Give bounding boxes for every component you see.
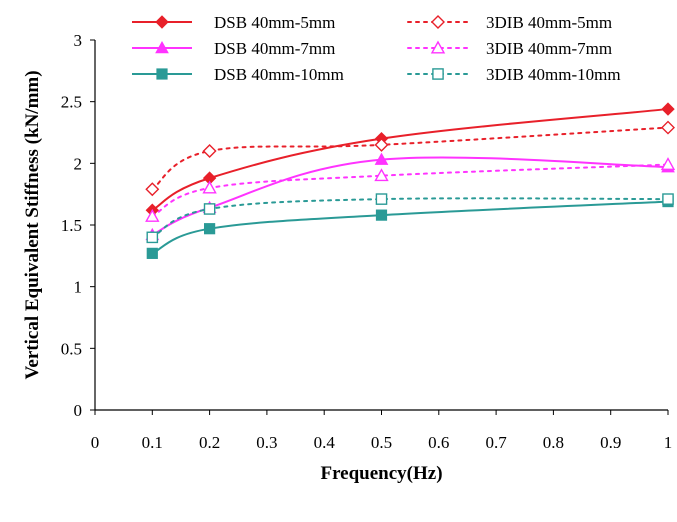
legend-label: DSB 40mm-7mm bbox=[214, 39, 335, 58]
data-point-square bbox=[432, 68, 444, 80]
data-point-square bbox=[146, 231, 159, 244]
x-tick-label: 0.7 bbox=[485, 433, 507, 452]
data-point-triangle bbox=[155, 40, 169, 54]
data-point-diamond bbox=[661, 120, 675, 135]
x-tick-label: 0.9 bbox=[600, 433, 621, 452]
data-point-square bbox=[375, 193, 388, 205]
legend-label: DSB 40mm-5mm bbox=[214, 13, 335, 32]
x-tick-label: 0.8 bbox=[543, 433, 564, 452]
y-tick-label: 1.5 bbox=[61, 216, 82, 235]
series-layer bbox=[145, 102, 676, 259]
legend-label: 3DIB 40mm-5mm bbox=[486, 13, 612, 32]
axes: 0 0.5 1 1.5 2 2.5 3 0 0.1 0.2 0.3 0.4 0.5 0.6 0.7 0.8 0.… bbox=[61, 31, 673, 452]
data-point-diamond bbox=[202, 144, 217, 158]
data-point-diamond bbox=[145, 182, 160, 197]
y-tick-label: 1 bbox=[74, 278, 83, 297]
series-1 bbox=[145, 120, 675, 197]
x-tick-label: 0.5 bbox=[371, 433, 392, 452]
x-tick-label: 0 bbox=[91, 433, 100, 452]
series-line bbox=[151, 163, 669, 218]
y-tick-label: 2.5 bbox=[61, 93, 82, 112]
legend-item: 3DIB 40mm-5mm bbox=[407, 13, 612, 32]
x-tick-label: 0.4 bbox=[314, 433, 336, 452]
y-tick-label: 0 bbox=[74, 401, 83, 420]
series-5 bbox=[146, 193, 674, 244]
series-line bbox=[151, 200, 669, 255]
x-tick-label: 0.3 bbox=[256, 433, 277, 452]
data-point-square bbox=[156, 68, 168, 80]
data-point-triangle bbox=[374, 168, 389, 182]
data-point-square bbox=[146, 247, 158, 259]
legend-item: 3DIB 40mm-7mm bbox=[407, 39, 612, 58]
data-point-square bbox=[203, 203, 216, 215]
x-tick-label: 0.6 bbox=[428, 433, 449, 452]
series-line bbox=[151, 197, 669, 239]
x-tick-label: 1 bbox=[664, 433, 673, 452]
data-point-square bbox=[204, 223, 216, 235]
y-tick-label: 2 bbox=[74, 154, 83, 173]
data-point-diamond bbox=[661, 102, 675, 116]
y-tick-label: 0.5 bbox=[61, 339, 82, 358]
data-point-square bbox=[662, 193, 674, 205]
data-point-triangle bbox=[374, 152, 389, 165]
data-point-triangle bbox=[660, 157, 676, 171]
legend-label: 3DIB 40mm-7mm bbox=[486, 39, 612, 58]
legend-label: 3DIB 40mm-10mm bbox=[486, 65, 621, 84]
data-point-diamond bbox=[374, 137, 389, 152]
legend: DSB 40mm-5mm DSB 40mm-7mm DSB 40mm-10mm 3DI… bbox=[132, 13, 621, 84]
y-tick-label: 3 bbox=[74, 31, 83, 50]
data-point-triangle bbox=[145, 208, 160, 222]
legend-item: DSB 40mm-10mm bbox=[132, 65, 344, 84]
legend-label: DSB 40mm-10mm bbox=[214, 65, 344, 84]
data-point-triangle bbox=[202, 180, 217, 194]
data-point-triangle bbox=[430, 40, 446, 54]
series-line bbox=[151, 108, 669, 212]
legend-item: DSB 40mm-7mm bbox=[132, 39, 335, 58]
series-line bbox=[151, 156, 669, 236]
legend-item: DSB 40mm-5mm bbox=[132, 13, 335, 32]
data-point-square bbox=[375, 209, 388, 221]
x-axis-title: Frequency(Hz) bbox=[320, 463, 442, 484]
data-point-diamond bbox=[155, 15, 169, 29]
legend-item: 3DIB 40mm-10mm bbox=[407, 65, 621, 84]
y-axis-title: Vertical Equivalent Stiffness (kN/mm) bbox=[22, 70, 43, 379]
x-tick-label: 0.2 bbox=[199, 433, 220, 452]
x-tick-label: 0.1 bbox=[142, 433, 163, 452]
series-3 bbox=[145, 157, 676, 222]
series-line bbox=[151, 126, 669, 191]
data-point-diamond bbox=[431, 15, 445, 29]
